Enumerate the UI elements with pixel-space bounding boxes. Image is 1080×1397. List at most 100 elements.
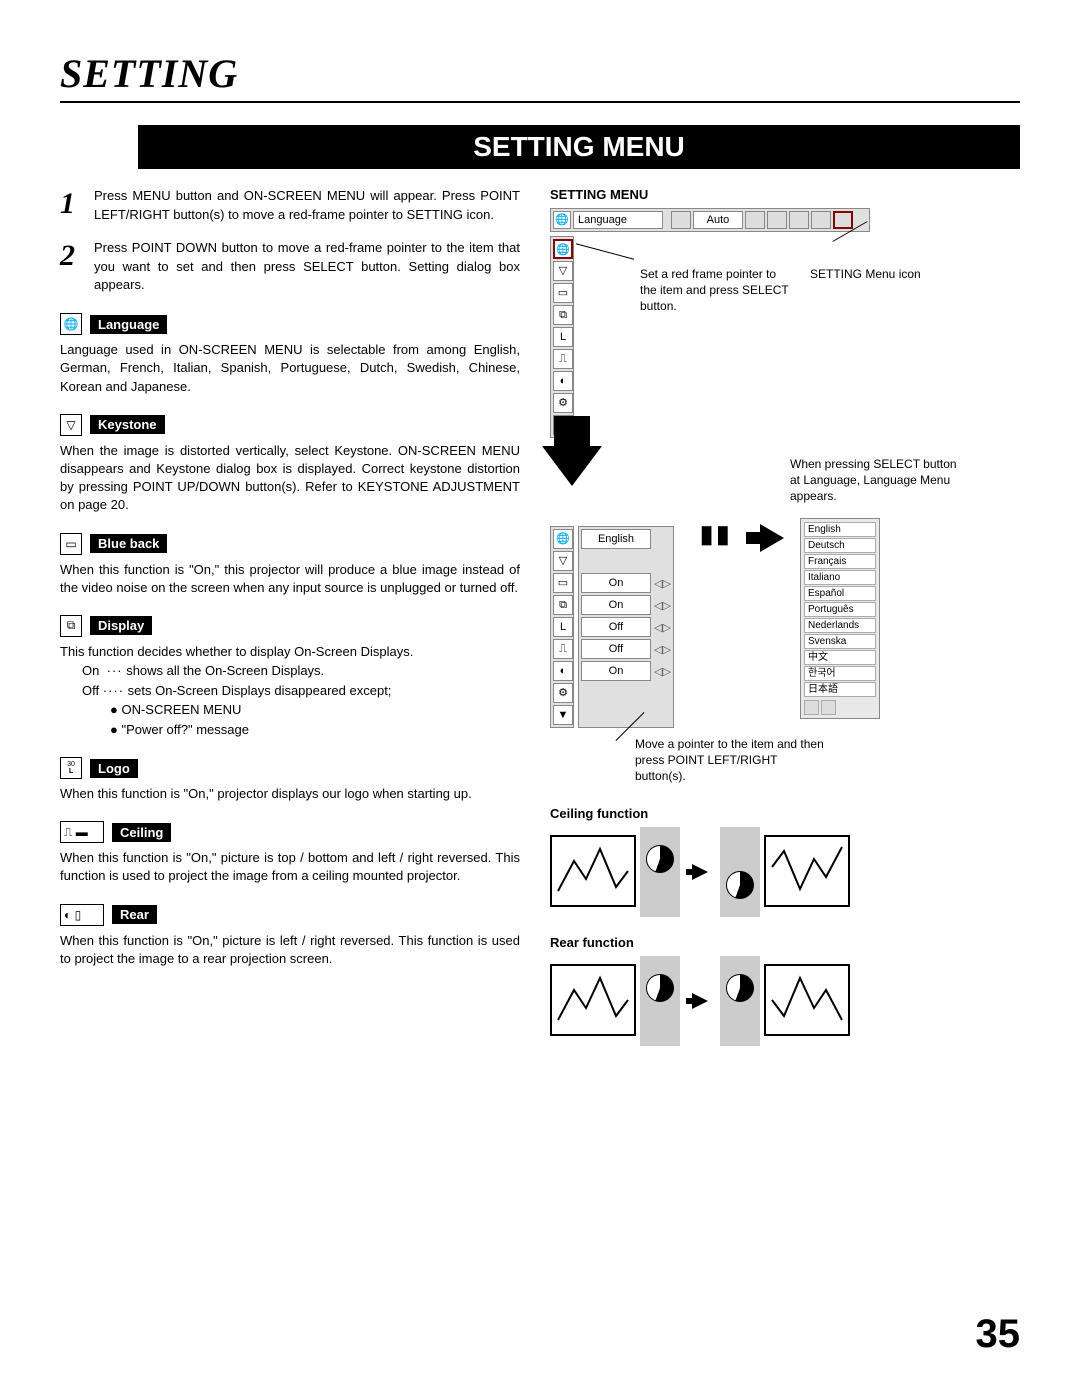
lang-item: 日本語	[804, 682, 876, 697]
item-label: Ceiling	[112, 823, 171, 842]
arrow-down-icon	[542, 446, 602, 486]
menubar-button	[745, 211, 765, 229]
item-body: When this function is "On," projector di…	[60, 785, 520, 803]
section-banner: SETTING MENU	[138, 125, 1020, 169]
vi-blueback-icon: ▭	[553, 283, 573, 303]
lr-arrows-icon: ◁▷	[654, 643, 671, 656]
lang-item: Português	[804, 602, 876, 617]
display-off-text: sets On-Screen Displays disappeared exce…	[128, 683, 392, 698]
ceiling-after	[720, 827, 850, 917]
menubar-button	[811, 211, 831, 229]
vi-misc-icon: ⚙	[553, 683, 573, 703]
vi-ceiling-icon: ⎍	[553, 349, 573, 369]
lang-item: Deutsch	[804, 538, 876, 553]
pie-icon	[726, 974, 754, 1002]
blueback-icon: ▭	[60, 533, 82, 555]
mountain-icon	[770, 841, 844, 897]
left-column: 1 Press MENU button and ON-SCREEN MENU w…	[60, 187, 520, 1064]
item-label: Blue back	[90, 534, 167, 553]
item-body: Language used in ON-SCREEN MENU is selec…	[60, 341, 520, 396]
lang-item: Español	[804, 586, 876, 601]
vi-rear-icon: ◐	[553, 371, 573, 391]
lang-item: Svenska	[804, 634, 876, 649]
rear-heading: Rear function	[550, 935, 1020, 950]
lr-arrows-icon: ◁▷	[654, 665, 671, 678]
display-on-text: shows all the On-Screen Displays.	[126, 663, 324, 678]
step-number: 2	[60, 239, 80, 296]
step-number: 1	[60, 187, 80, 225]
lang-nav-btn	[804, 700, 819, 715]
ceiling-icon: ⎍ ▬	[60, 821, 104, 843]
display-icon: ⧉	[60, 615, 82, 637]
vi-keystone-icon: ▽	[553, 261, 573, 281]
menubar-button	[789, 211, 809, 229]
display-bullet: ● ON-SCREEN MENU	[110, 700, 520, 720]
item-body: When this function is "On," this project…	[60, 561, 520, 597]
arrow-right-icon	[692, 993, 708, 1009]
step-text: Press POINT DOWN button to move a red-fr…	[94, 239, 520, 296]
page-number: 35	[976, 1312, 1021, 1357]
rear-function-row	[550, 956, 1020, 1046]
pie-icon	[726, 871, 754, 899]
ceiling-heading: Ceiling function	[550, 806, 1020, 821]
lr-arrows-icon: ◁▷	[654, 599, 671, 612]
lang-item: Italiano	[804, 570, 876, 585]
mountain-icon	[556, 841, 630, 897]
menubar-button	[767, 211, 787, 229]
item-language: 🌐 Language Language used in ON-SCREEN ME…	[60, 313, 520, 396]
annotation-langpress: When pressing SELECT button at Language,…	[790, 456, 960, 505]
item-body: When this function is "On," picture is t…	[60, 849, 520, 885]
vi-display-icon: ⧉	[553, 305, 573, 325]
vi-globe-icon: 🌐	[553, 529, 573, 549]
keystone-icon: ▽	[60, 414, 82, 436]
vi-down-icon: ▼	[553, 705, 573, 725]
vi-rear-icon: ◐	[553, 661, 573, 681]
lr-arrows-icon: ◁▷	[654, 577, 671, 590]
ceiling-function-row	[550, 827, 1020, 917]
lr-arrows-icon: ◁▷	[654, 621, 671, 634]
annotation-move: Move a pointer to the item and then pres…	[635, 736, 825, 785]
value-off: Off	[581, 639, 651, 659]
right-column: SETTING MENU 🌐 Language Auto 🌐 ▽ ▭ ⧉ L ⎍…	[550, 187, 1020, 1064]
vi-keystone-icon: ▽	[553, 551, 573, 571]
value-on: On	[581, 661, 651, 681]
arrow-right-icon	[692, 864, 708, 880]
value-on: On	[581, 595, 651, 615]
item-body: When this function is "On," picture is l…	[60, 932, 520, 968]
ceiling-before	[550, 827, 680, 917]
mountain-icon	[556, 970, 630, 1026]
annotation-pointer: Set a red frame pointer to the item and …	[640, 266, 790, 315]
item-blueback: ▭ Blue back When this function is "On," …	[60, 533, 520, 597]
menubar-language-box: Language	[573, 211, 663, 229]
pointer-line	[576, 243, 634, 259]
item-label: Keystone	[90, 415, 165, 434]
bullet-text: "Power off?" message	[121, 722, 249, 737]
menu-bar: 🌐 Language Auto	[550, 208, 870, 232]
value-english: English	[581, 529, 651, 549]
pause-icon: ▮▮	[700, 520, 732, 549]
vertical-icon-list: 🌐 ▽ ▭ ⧉ L ⎍ ◐ ⚙ ▼	[550, 236, 574, 438]
title-rule	[60, 101, 1020, 103]
vi-logo-icon: L	[553, 617, 573, 637]
pie-icon	[646, 974, 674, 1002]
item-keystone: ▽ Keystone When the image is distorted v…	[60, 414, 520, 515]
value-on: On	[581, 573, 651, 593]
item-body: When the image is distorted vertically, …	[60, 442, 520, 515]
language-menu: English Deutsch Français Italiano Españo…	[800, 518, 880, 719]
lang-item: 中文	[804, 650, 876, 665]
lang-item: English	[804, 522, 876, 537]
value-off: Off	[581, 617, 651, 637]
menubar-auto: Auto	[693, 211, 743, 229]
pie-icon	[646, 845, 674, 873]
lang-item: Français	[804, 554, 876, 569]
annotation-iconlabel: SETTING Menu icon	[810, 266, 940, 282]
vi-ceiling-icon: ⎍	[553, 639, 573, 659]
item-display: ⧉ Display This function decides whether …	[60, 615, 520, 739]
item-label: Logo	[90, 759, 138, 778]
item-body: This function decides whether to display…	[60, 643, 520, 661]
item-ceiling: ⎍ ▬ Ceiling When this function is "On," …	[60, 821, 520, 885]
lang-item: Nederlands	[804, 618, 876, 633]
vi-globe-icon: 🌐	[553, 239, 573, 259]
vi-display-icon: ⧉	[553, 595, 573, 615]
lang-item: 한국어	[804, 666, 876, 681]
